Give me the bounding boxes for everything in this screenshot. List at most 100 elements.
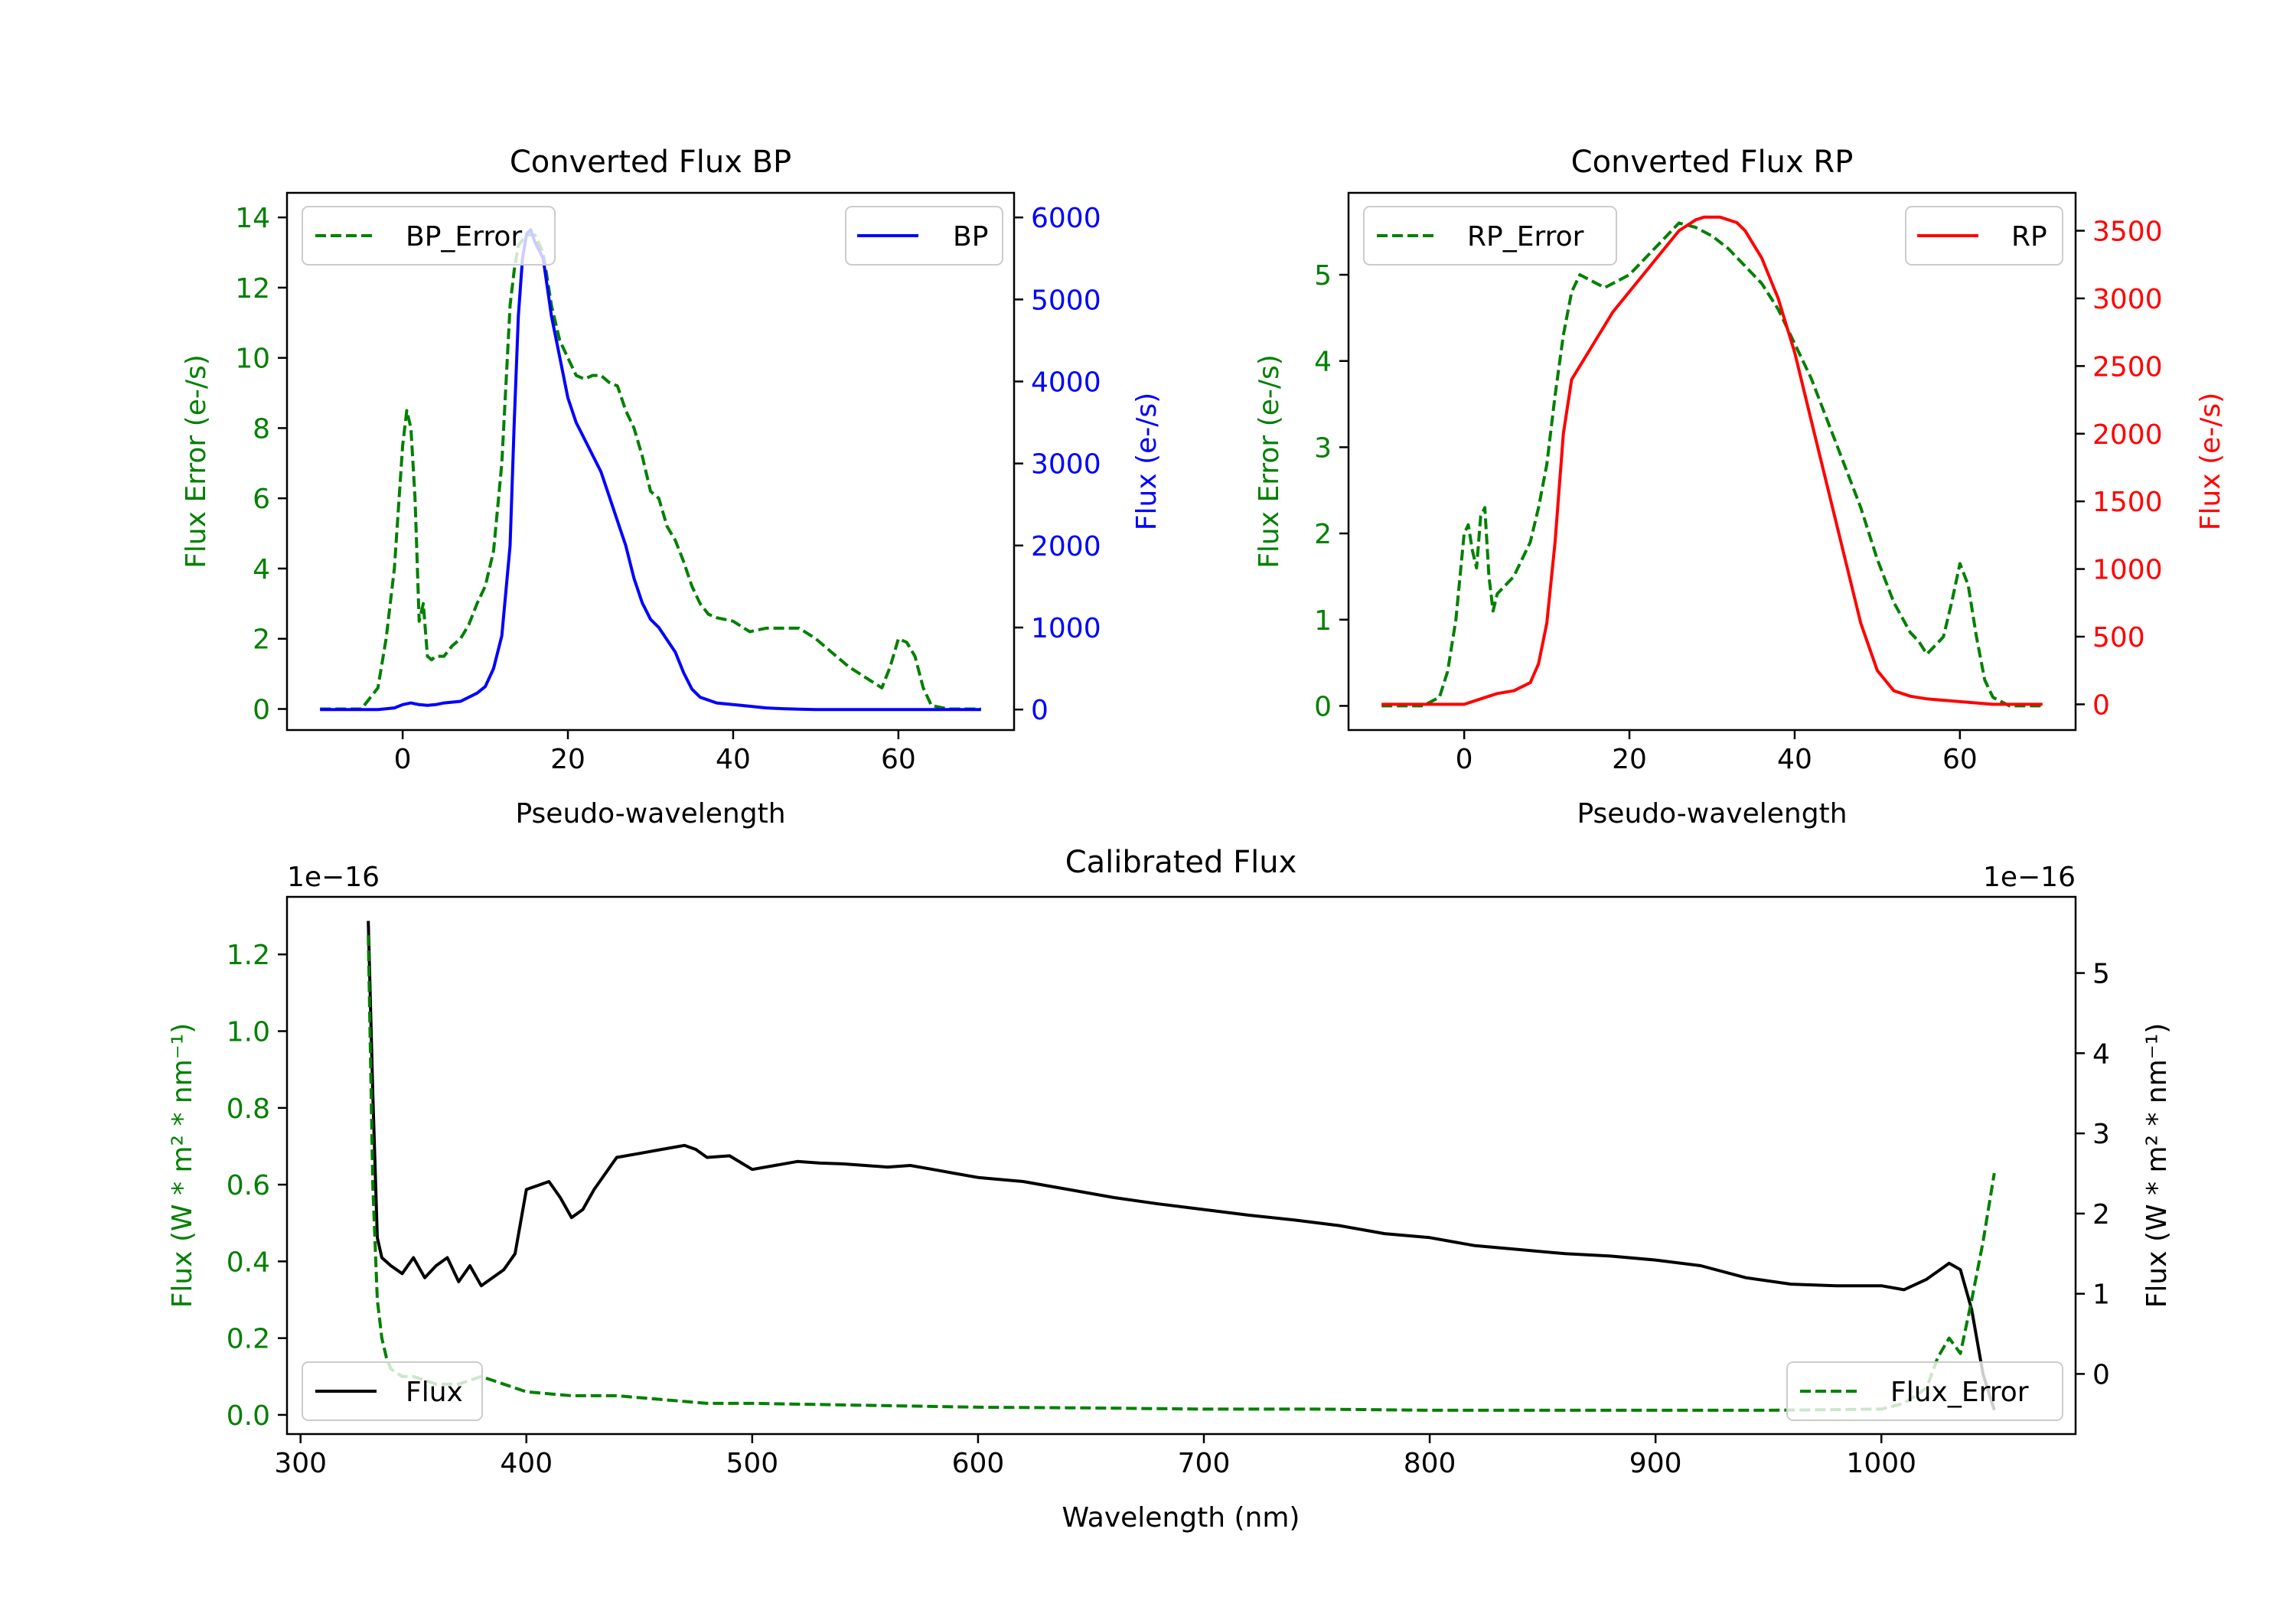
- bp-legend-left-box: [302, 206, 556, 266]
- bp-x-tick-label: 20: [550, 744, 585, 775]
- rp-right-tick-label: 1500: [2092, 487, 2163, 518]
- bp-x-label: Pseudo-wavelength: [515, 798, 785, 830]
- cal-legend-right: Flux_Error: [1786, 1361, 2063, 1421]
- cal-legend-right-box: [1786, 1361, 2063, 1421]
- rp-x-tick-label: 40: [1777, 744, 1812, 775]
- cal-right-tick-label: 2: [2092, 1199, 2110, 1231]
- bp-legend-right-box: [845, 206, 1003, 266]
- cal-legend-left-label: Flux: [406, 1377, 463, 1408]
- bp-right-tick-label: 0: [1031, 695, 1049, 726]
- rp-legend-left-box: [1363, 206, 1617, 266]
- cal-left-ticks: 0.0 0.2 0.4 0.6 0.8 1.0 1.2: [227, 940, 287, 1432]
- rp-x-ticks: 0 20 40 60: [1456, 730, 1978, 775]
- rp-left-tick-label: 4: [1314, 347, 1332, 378]
- bp-right-tick-label: 4000: [1031, 367, 1101, 399]
- rp-right-tick-label: 2000: [2092, 419, 2163, 451]
- cal-left-tick-label: 1.0: [227, 1017, 270, 1048]
- bp-left-tick-label: 14: [235, 203, 270, 234]
- rp-legend-right-box: [1905, 206, 2063, 266]
- rp-x-tick-label: 20: [1612, 744, 1647, 775]
- bp-right-tick-label: 5000: [1031, 285, 1101, 316]
- bp-left-tick-label: 10: [235, 344, 270, 375]
- rp-right-tick-label: 1000: [2092, 555, 2163, 586]
- cal-title: Calibrated Flux: [1065, 845, 1297, 880]
- cal-legend-left-box: [302, 1361, 483, 1421]
- bp-left-tick-label: 0: [253, 694, 270, 725]
- bp-left-tick-label: 2: [253, 624, 270, 656]
- bp-left-tick-label: 8: [253, 413, 270, 445]
- rp-plot-area: [1349, 193, 2076, 730]
- cal-left-tick-label: 0.6: [227, 1170, 270, 1201]
- bp-right-tick-label: 2000: [1031, 531, 1101, 562]
- rp-right-tick-label: 2500: [2092, 351, 2163, 383]
- bp-series-bp-error: [320, 233, 981, 711]
- cal-legend-left: Flux: [302, 1361, 483, 1421]
- bp-right-tick-label: 6000: [1031, 203, 1101, 234]
- rp-right-axis-label: Flux (e-/s): [2195, 393, 2226, 530]
- rp-x-tick-label: 0: [1456, 744, 1473, 775]
- panel-calibrated-flux: 300 400 500 600 700 800 900 1000 0.0 0.2 0.4 0.6 0.…: [167, 845, 2173, 1534]
- cal-right-axis-label: Flux (W * m² * nm⁻¹): [2141, 1023, 2173, 1309]
- rp-left-tick-label: 5: [1314, 260, 1332, 292]
- bp-title: Converted Flux BP: [510, 145, 791, 180]
- bp-legend-left: BP_Error: [302, 206, 556, 266]
- cal-right-tick-label: 5: [2092, 959, 2110, 990]
- cal-x-tick-label: 600: [952, 1448, 1005, 1479]
- cal-left-axis-label: Flux (W * m² * nm⁻¹): [167, 1023, 198, 1309]
- bp-legend-left-label: BP_Error: [406, 221, 522, 253]
- bp-series-bp: [320, 228, 981, 712]
- bp-x-tick-label: 0: [394, 744, 412, 775]
- bp-plot-area: [287, 193, 1014, 730]
- cal-left-tick-label: 0.0: [227, 1400, 270, 1432]
- cal-left-tick-label: 0.8: [227, 1094, 270, 1125]
- panel-converted-flux-rp: 0 20 40 60 0 1 2 3 4 5 0 500 1000 1500 2000 2500 3000 3…: [1254, 145, 2226, 830]
- rp-series-group: [1381, 215, 2043, 708]
- bp-x-ticks: 0 20 40 60: [394, 730, 916, 775]
- rp-title: Converted Flux RP: [1571, 145, 1854, 180]
- bp-x-tick-label: 40: [716, 744, 751, 775]
- cal-plot-area: [287, 897, 2076, 1434]
- bp-legend-right-label: BP: [953, 221, 988, 253]
- cal-x-ticks: 300 400 500 600 700 800 900 1000: [274, 1434, 1916, 1479]
- rp-right-tick-label: 3000: [2092, 284, 2163, 315]
- cal-left-tick-label: 0.2: [227, 1324, 270, 1355]
- rp-right-ticks: 0 500 1000 1500 2000 2500 3000 3500: [2076, 217, 2163, 721]
- bp-left-tick-label: 12: [235, 273, 270, 305]
- cal-right-ticks: 0 1 2 3 4 5: [2076, 959, 2110, 1390]
- cal-x-tick-label: 400: [500, 1448, 553, 1479]
- bp-axes-frame: [285, 191, 1016, 732]
- cal-series-flux: [367, 921, 1996, 1411]
- rp-legend-left: RP_Error: [1363, 206, 1617, 266]
- bp-right-ticks: 0 1000 2000 3000 4000 5000 6000: [1014, 203, 1101, 726]
- cal-x-tick-label: 500: [726, 1448, 778, 1479]
- rp-axes-frame: [1347, 191, 2077, 732]
- cal-right-tick-label: 4: [2092, 1038, 2110, 1070]
- bp-legend-right: BP: [845, 206, 1003, 266]
- rp-legend-right-label: RP: [2011, 221, 2047, 253]
- rp-legend-right: RP: [1905, 206, 2063, 266]
- cal-x-tick-label: 700: [1178, 1448, 1231, 1479]
- cal-right-offset-text: 1e−16: [1983, 862, 2076, 893]
- rp-x-label: Pseudo-wavelength: [1577, 798, 1847, 830]
- cal-right-tick-label: 0: [2092, 1359, 2110, 1390]
- cal-x-tick-label: 300: [274, 1448, 327, 1479]
- cal-x-tick-label: 1000: [1846, 1448, 1916, 1479]
- rp-right-tick-label: 3500: [2092, 217, 2163, 248]
- bp-left-axis-label: Flux Error (e-/s): [181, 354, 212, 569]
- rp-series-rp: [1381, 215, 2043, 706]
- cal-left-tick-label: 0.4: [227, 1247, 270, 1278]
- rp-left-tick-label: 0: [1314, 691, 1332, 722]
- rp-left-ticks: 0 1 2 3 4 5: [1314, 260, 1349, 722]
- cal-x-tick-label: 900: [1629, 1448, 1682, 1479]
- panel-converted-flux-bp: 0 20 40 60 0 2 4 6 8 10 12 14 0 1000 2000 3000 4000 500…: [181, 145, 1163, 830]
- cal-x-label: Wavelength (nm): [1062, 1502, 1300, 1534]
- rp-series-rp-error: [1381, 221, 2043, 708]
- rp-left-tick-label: 3: [1314, 432, 1332, 464]
- cal-left-offset-text: 1e−16: [287, 862, 380, 893]
- rp-left-tick-label: 2: [1314, 519, 1332, 550]
- rp-left-axis-label: Flux Error (e-/s): [1254, 354, 1285, 569]
- rp-right-tick-label: 0: [2092, 689, 2110, 721]
- cal-x-tick-label: 800: [1404, 1448, 1456, 1479]
- bp-right-axis-label: Flux (e-/s): [1131, 393, 1163, 530]
